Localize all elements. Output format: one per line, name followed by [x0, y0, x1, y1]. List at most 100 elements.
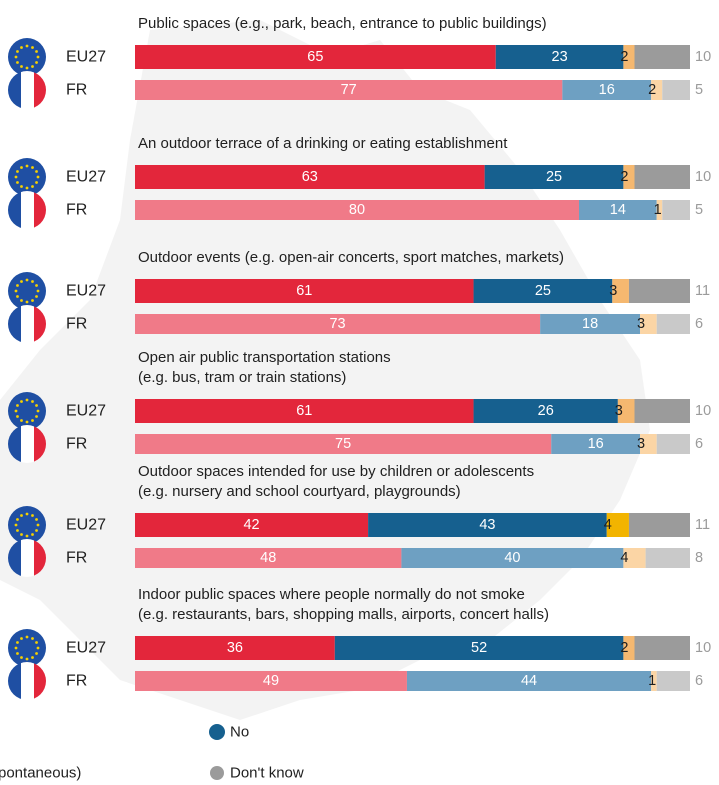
- row-label: EU27: [66, 283, 106, 300]
- bar-segment: [606, 513, 629, 537]
- flag-star: [25, 398, 29, 402]
- data-label: 49: [263, 673, 279, 689]
- legend-marker-no: [209, 724, 225, 740]
- flag-star: [25, 657, 29, 661]
- flag-star: [25, 164, 29, 168]
- data-label: 63: [302, 169, 318, 185]
- flag-star: [35, 284, 38, 287]
- bar-segment: [645, 548, 690, 568]
- flag-star: [35, 404, 38, 407]
- bar-segment: [562, 80, 652, 100]
- bar-segment: [406, 671, 652, 691]
- data-label: 3: [609, 283, 617, 299]
- flag-star: [31, 656, 34, 659]
- row-label: EU27: [66, 49, 106, 66]
- flag-star: [25, 66, 29, 70]
- bar-segment: [135, 80, 563, 100]
- flag-star: [25, 534, 29, 538]
- flag-disc: [8, 629, 46, 667]
- flag-stripe-blue: [8, 305, 21, 343]
- flag-star: [31, 533, 34, 536]
- flag-stripe-blue: [8, 662, 21, 700]
- data-label: 77: [341, 82, 357, 98]
- row-label: FR: [66, 316, 87, 333]
- data-label: 73: [329, 316, 345, 332]
- flag-star: [16, 295, 19, 298]
- background-map-shape: [0, 20, 650, 720]
- row-label: FR: [66, 202, 87, 219]
- bar-segment: [656, 434, 690, 454]
- data-label: 44: [521, 673, 537, 689]
- data-label: 6: [695, 316, 703, 332]
- flag-star: [35, 61, 38, 64]
- data-label: 42: [243, 517, 259, 533]
- category-title: (e.g. nursery and school courtyard, play…: [138, 483, 461, 500]
- data-label: 16: [599, 82, 615, 98]
- bar-segment: [135, 671, 407, 691]
- flag-star: [25, 512, 29, 516]
- row-label: EU27: [66, 640, 106, 657]
- data-label: 3: [637, 316, 645, 332]
- data-label: 65: [307, 49, 323, 65]
- bar-segment: [473, 399, 618, 423]
- flag-star: [25, 278, 29, 282]
- bar-segment: [634, 636, 690, 660]
- flag-star: [31, 280, 34, 283]
- flag-star: [20, 185, 23, 188]
- bar-segment: [651, 80, 663, 100]
- flag-star: [14, 646, 18, 650]
- flag-stripe-red: [34, 305, 46, 343]
- data-label: 14: [610, 202, 626, 218]
- data-label: 61: [296, 283, 312, 299]
- data-label: 40: [504, 550, 520, 566]
- bar-segment: [135, 279, 474, 303]
- bar-segment: [640, 314, 657, 334]
- bar-segment: [484, 165, 624, 189]
- flag-stripe-blue: [8, 191, 21, 229]
- eu-flag-icon: [8, 158, 46, 196]
- flag-star: [14, 523, 18, 527]
- flag-star: [20, 65, 23, 68]
- flag-star: [20, 280, 23, 283]
- flag-star: [20, 533, 23, 536]
- flag-star: [31, 185, 34, 188]
- flag-stripes: [8, 191, 46, 229]
- flag-star: [16, 518, 19, 521]
- data-label: 6: [695, 436, 703, 452]
- flag-star: [31, 419, 34, 422]
- bar-segment: [640, 434, 657, 454]
- data-label: 10: [695, 169, 711, 185]
- row-label: EU27: [66, 517, 106, 534]
- flag-star: [14, 289, 18, 293]
- data-label: 5: [695, 202, 703, 218]
- flag-star: [31, 65, 34, 68]
- bar-segment: [656, 314, 690, 334]
- data-label: 3: [637, 436, 645, 452]
- flag-star: [20, 400, 23, 403]
- data-label: 4: [620, 550, 628, 566]
- flag-star: [20, 299, 23, 302]
- data-label: 10: [695, 49, 711, 65]
- bar-segment: [473, 279, 613, 303]
- bar-segment: [662, 200, 690, 220]
- flag-star: [25, 420, 29, 424]
- bar-segment: [623, 45, 635, 69]
- fr-flag-icon: [8, 191, 46, 229]
- flag-star: [35, 170, 38, 173]
- bar-segment: [135, 200, 579, 220]
- flag-stripes: [8, 539, 46, 577]
- flag-stripes: [8, 425, 46, 463]
- eu-flag-icon: [8, 38, 46, 76]
- flag-stripe-blue: [8, 71, 21, 109]
- flag-stripe-red: [34, 191, 46, 229]
- flag-star: [31, 514, 34, 517]
- data-label: 75: [335, 436, 351, 452]
- bar-segment: [135, 165, 485, 189]
- flag-star: [36, 175, 40, 179]
- flag-stripes: [8, 305, 46, 343]
- flag-disc: [8, 272, 46, 310]
- bar-segment: [623, 548, 646, 568]
- data-label: 2: [620, 49, 628, 65]
- data-label: 26: [538, 403, 554, 419]
- eu-flag-icon: [8, 392, 46, 430]
